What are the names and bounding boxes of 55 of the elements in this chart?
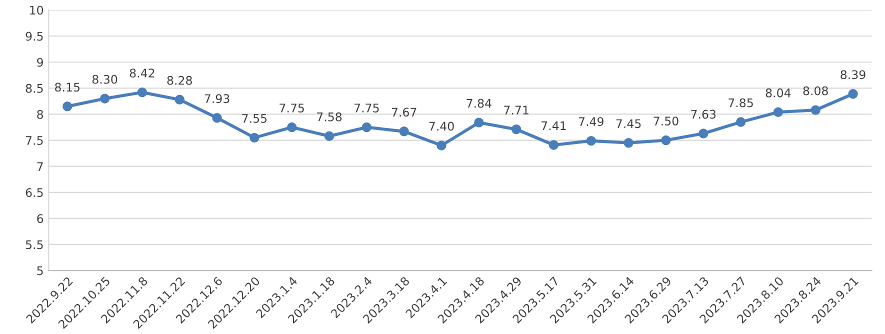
y-tick-label: 9.5 <box>26 32 43 41</box>
data-label: 7.84 <box>466 98 492 108</box>
point <box>286 122 297 132</box>
data-label: 8.08 <box>803 86 828 96</box>
data-label: 8.30 <box>92 74 118 84</box>
data-label: 7.49 <box>578 117 604 126</box>
data-label: 7.40 <box>429 122 454 131</box>
point <box>661 135 671 146</box>
point <box>698 128 708 138</box>
y-tick-label: 6.5 <box>26 188 43 198</box>
point <box>586 136 596 146</box>
data-label: 7.55 <box>242 114 267 123</box>
point <box>137 87 148 98</box>
data-label: 7.58 <box>317 112 342 122</box>
point <box>848 89 858 99</box>
y-tick-label: 10 <box>30 6 44 15</box>
data-label: 7.75 <box>280 104 304 112</box>
y-tick-label: 9 <box>37 58 43 67</box>
point <box>212 113 222 123</box>
data-label: 7.71 <box>504 106 528 114</box>
point <box>399 126 409 136</box>
y-tick-label: 5 <box>37 266 43 276</box>
point <box>474 118 484 128</box>
data-label: 7.67 <box>392 108 416 117</box>
y-tick-label: 8.5 <box>26 84 43 93</box>
y-tick-label: 6 <box>37 214 44 224</box>
data-label: 7.41 <box>542 121 566 130</box>
data-label: 7.75 <box>354 104 379 112</box>
point <box>62 102 72 112</box>
point <box>100 94 110 104</box>
point <box>324 131 334 141</box>
point <box>436 140 446 150</box>
point <box>810 105 820 115</box>
data-label: 8.28 <box>167 76 192 85</box>
data-label: 7.63 <box>691 110 716 119</box>
point <box>250 132 260 143</box>
y-tick-label: 7.5 <box>26 136 43 145</box>
point <box>362 122 372 132</box>
data-label: 7.93 <box>204 94 230 104</box>
y-tick-label: 5.5 <box>26 240 43 250</box>
point <box>511 124 522 134</box>
data-label: 8.15 <box>55 82 80 92</box>
point <box>548 140 559 150</box>
data-label: 8.42 <box>130 68 154 78</box>
point <box>773 107 784 118</box>
data-label: 7.50 <box>654 116 678 126</box>
data-label: 8.39 <box>840 70 866 80</box>
data-label: 8.04 <box>766 88 791 98</box>
y-tick-label: 7 <box>37 162 43 171</box>
data-label: 7.45 <box>616 119 641 128</box>
data-label: 7.85 <box>728 98 753 108</box>
point <box>624 138 634 148</box>
point <box>736 117 746 127</box>
point <box>174 94 184 104</box>
y-tick-label: 8 <box>37 110 44 119</box>
